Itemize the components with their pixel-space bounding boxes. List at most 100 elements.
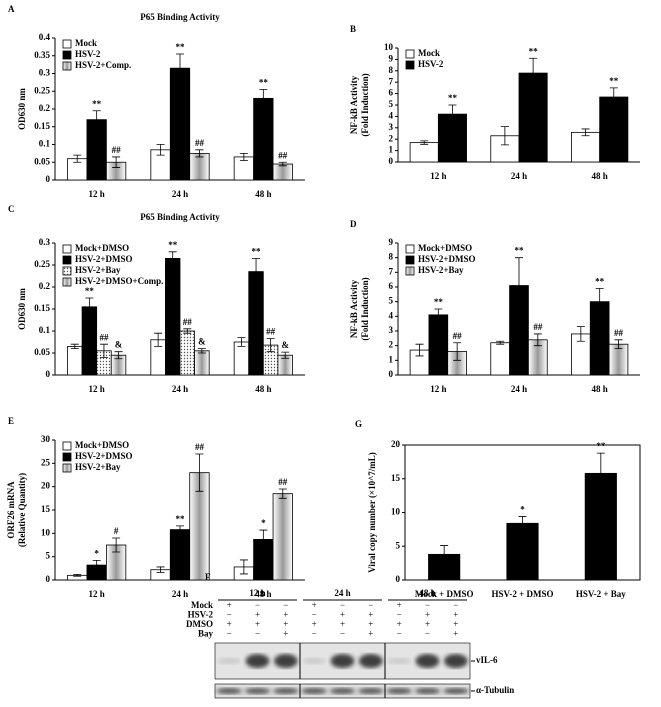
x-tick-label: 48 h (255, 384, 271, 394)
significance-label: ## (278, 477, 288, 487)
bar (233, 341, 250, 376)
sign: + (425, 619, 430, 629)
sign: + (340, 610, 345, 620)
x-tick-label: 48 h (592, 384, 608, 394)
significance-label: ** (168, 240, 178, 250)
y-tick-label: 0.2 (39, 281, 51, 291)
legend-swatch (405, 49, 415, 59)
sign: + (397, 600, 402, 610)
error-bar (70, 343, 79, 349)
error-bar (533, 333, 542, 347)
band (302, 658, 327, 664)
significance-label: * (261, 518, 266, 528)
y-axis-label: NF-kB Activity (349, 75, 359, 134)
significance-label: * (94, 548, 99, 558)
bar (169, 529, 191, 581)
sign: + (255, 610, 260, 620)
error-bar (85, 297, 94, 316)
sign: + (368, 629, 373, 639)
sign: + (312, 600, 317, 610)
sign: − (312, 629, 317, 639)
significance-label: ** (176, 42, 186, 52)
error-bar (73, 574, 82, 577)
y-tick-label: 1 (389, 354, 394, 364)
significance-label: & (115, 340, 123, 350)
x-tick-label: 24 h (172, 189, 188, 199)
y-tick-label: 6 (389, 281, 394, 291)
band (443, 654, 468, 668)
error-bar (156, 144, 165, 156)
x-tick-label: 12 h (89, 189, 105, 199)
error-bar (609, 87, 618, 107)
band (358, 688, 384, 694)
y-axis-label: (Fold Induction) (360, 277, 370, 340)
sign: − (425, 600, 430, 610)
error-bar (440, 545, 449, 564)
band-label: α-Tubulin (476, 685, 514, 695)
band (329, 688, 356, 694)
y-tick-label: 3 (389, 122, 394, 132)
bar (253, 97, 274, 181)
error-bar (259, 89, 268, 108)
y-tick-label: 0.3 (39, 237, 51, 247)
sign: − (227, 629, 232, 639)
sign: − (227, 610, 232, 620)
legend-label: HSV-2+DMSO (75, 254, 132, 264)
band (358, 654, 383, 668)
bar (490, 342, 510, 376)
error-bar (281, 351, 290, 359)
panel-letter: D (350, 219, 357, 229)
error-bar (496, 340, 505, 345)
y-tick-label: 20 (41, 481, 51, 491)
sign: − (397, 610, 402, 620)
lane-group-label: 24 h (334, 588, 350, 598)
significance-label: ## (453, 331, 463, 341)
error-bar (415, 343, 424, 357)
band (216, 688, 242, 694)
sign: − (368, 600, 373, 610)
y-tick-label: 0.2 (39, 103, 51, 113)
band (387, 658, 412, 664)
error-bar (114, 351, 123, 360)
error-bar (239, 559, 248, 575)
y-axis-label: Viral copy number (×10^7/mL) (367, 452, 377, 573)
x-tick-label: 48 h (592, 171, 608, 181)
x-tick-label: 48 h (255, 189, 271, 199)
error-bar (453, 342, 462, 361)
significance-label: ** (252, 246, 262, 256)
legend-swatch (62, 50, 72, 60)
y-tick-label: 0 (46, 369, 51, 379)
legend-label: Mock (75, 38, 97, 48)
y-tick-label: 0.4 (39, 32, 51, 42)
lane-group-label: 48 h (419, 588, 435, 598)
legend-swatch (62, 39, 72, 49)
panel-letter: C (8, 204, 15, 214)
band (415, 654, 440, 668)
significance-label: ## (112, 145, 122, 155)
y-tick-label: 5 (389, 99, 394, 109)
error-bar (156, 566, 165, 573)
error-bar (278, 161, 287, 167)
y-tick-label: 9 (389, 53, 394, 63)
legend-swatch (62, 244, 72, 254)
x-tick-label: 12 h (430, 171, 446, 181)
sign: + (283, 619, 288, 629)
x-tick-label: HSV-2 + Bay (576, 589, 626, 599)
significance-label: ** (448, 93, 458, 103)
bar (169, 67, 191, 181)
legend-label: Mock+DMSO (75, 243, 129, 253)
legend-label: HSV-2+DMSO+Comp. (75, 276, 163, 286)
error-bar (92, 110, 101, 129)
y-tick-label: 1 (389, 145, 394, 155)
sign: − (397, 629, 402, 639)
sign: + (397, 619, 402, 629)
y-tick-label: 0.1 (39, 325, 51, 335)
significance-label: ** (85, 286, 95, 296)
significance-label: * (520, 505, 525, 515)
band (217, 658, 242, 664)
y-tick-label: 4 (389, 310, 394, 320)
band (330, 654, 355, 668)
sign: + (340, 619, 345, 629)
sign: + (453, 629, 458, 639)
